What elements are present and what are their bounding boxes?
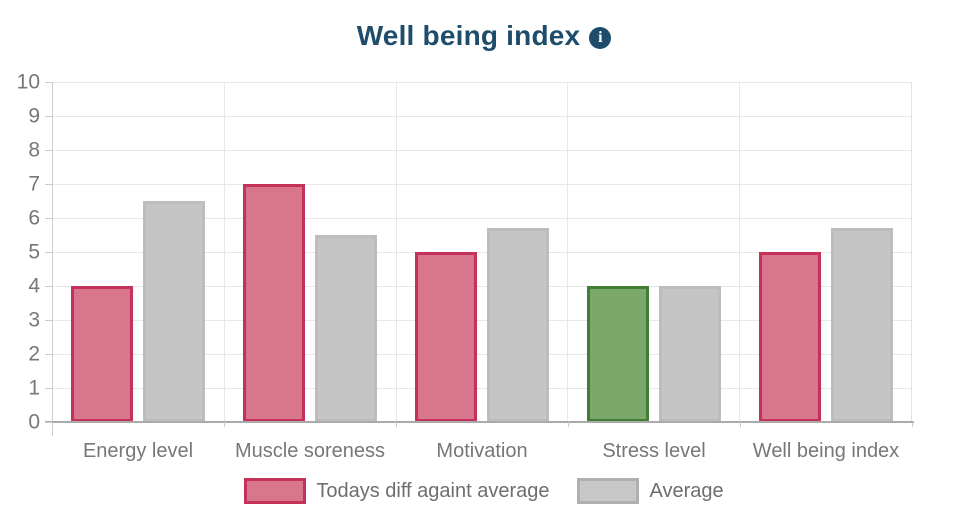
x-axis-label: Stress level <box>602 440 706 462</box>
legend-swatch <box>577 478 640 504</box>
legend: Todays diff againt average Average <box>0 478 968 504</box>
chart-title: Well being index <box>356 20 581 51</box>
y-axis-tick-label: 10 <box>16 70 40 94</box>
y-axis: 0 1 2 3 4 5 6 7 8 9 10 <box>0 72 44 433</box>
y-axis-tick-label: 3 <box>28 308 40 332</box>
bar-today[interactable] <box>243 184 306 422</box>
y-axis-tick-mark <box>45 320 52 321</box>
bar-average[interactable] <box>830 228 893 422</box>
bar-today[interactable] <box>758 252 821 422</box>
y-axis-tick-label: 1 <box>28 376 40 400</box>
x-axis-tick-mark <box>740 422 741 427</box>
bar-group <box>397 82 569 422</box>
info-glyph: i <box>598 28 603 46</box>
bar-average[interactable] <box>315 235 378 422</box>
x-axis-tick-mark <box>224 422 225 427</box>
y-axis-line-tail <box>52 422 53 436</box>
bar-group <box>568 82 741 422</box>
bar-average[interactable] <box>486 228 549 422</box>
bar-today[interactable] <box>71 286 134 422</box>
legend-item[interactable]: Todays diff againt average <box>244 478 549 504</box>
x-axis-label: Motivation <box>436 440 528 462</box>
y-axis-tick-mark <box>45 422 52 423</box>
bar-today[interactable] <box>586 286 649 422</box>
y-axis-tick-label: 4 <box>28 274 40 298</box>
x-axis-label: Energy level <box>82 440 194 462</box>
y-axis-tick-mark <box>45 252 52 253</box>
x-axis: Energy level Muscle soreness Motivation Str… <box>52 440 912 463</box>
x-axis-tick-mark <box>568 422 569 427</box>
plot-area <box>52 82 912 422</box>
bar-group <box>53 82 225 422</box>
y-axis-tick-mark <box>45 354 52 355</box>
bar-group <box>225 82 397 422</box>
legend-item[interactable]: Average <box>577 478 724 504</box>
x-axis-tick-mark <box>396 422 397 427</box>
y-axis-tick-label: 6 <box>28 206 40 230</box>
y-axis-tick-label: 0 <box>28 410 40 434</box>
legend-swatch <box>244 478 307 504</box>
y-axis-tick-mark <box>45 150 52 151</box>
y-axis-tick-mark <box>45 184 52 185</box>
y-axis-tick-mark <box>45 286 52 287</box>
y-axis-tick-mark <box>45 388 52 389</box>
x-axis-line <box>45 421 914 423</box>
info-circle-icon[interactable]: i <box>589 26 612 49</box>
y-axis-tick-label: 2 <box>28 342 40 366</box>
bar-group <box>740 82 911 422</box>
y-axis-tick-mark <box>45 82 52 83</box>
bar-today[interactable] <box>414 252 477 422</box>
chart-header: Well being index i <box>0 20 968 52</box>
bar-average[interactable] <box>143 201 206 422</box>
y-axis-tick-label: 8 <box>28 138 40 162</box>
x-axis-label: Muscle soreness <box>234 440 386 462</box>
y-axis-tick-label: 9 <box>28 104 40 128</box>
y-axis-tick-mark <box>45 116 52 117</box>
x-axis-tick-mark <box>912 422 913 427</box>
legend-label: Average <box>649 479 724 502</box>
bar-average[interactable] <box>658 286 721 422</box>
x-axis-label: Well being index <box>752 440 900 462</box>
y-axis-tick-mark <box>45 218 52 219</box>
y-axis-tick-label: 7 <box>28 172 40 196</box>
y-axis-tick-label: 5 <box>28 240 40 264</box>
legend-label: Todays diff againt average <box>316 479 550 502</box>
